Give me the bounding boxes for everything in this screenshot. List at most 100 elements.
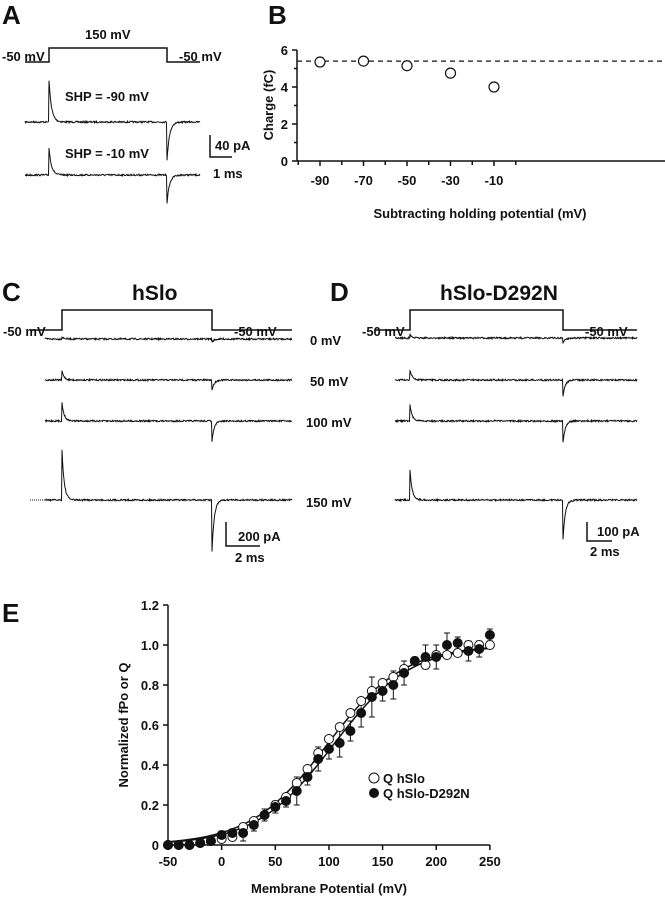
c-trace-2 [44,402,293,442]
c-trace-label-100: 100 mV [306,415,352,430]
e-x-tick-label: 50 [268,854,282,869]
c-trace-label-50: 50 mV [310,374,349,389]
e-point-d292n [195,838,206,848]
a-step: 150 mV [85,27,131,42]
c-scale-time: 2 ms [235,550,265,565]
e-x-tick-label: -50 [159,854,178,869]
a-scale-bar [209,135,232,158]
e-legend-marker-filled [369,788,379,798]
e-xlabel: Membrane Potential (mV) [251,881,407,896]
e-legend-marker-open [368,772,380,784]
e-legend-label-0: Q hSlo [383,771,425,786]
c-hold-left: -50 mV [3,324,46,339]
e-x-tick-label: 200 [425,854,447,869]
e-point-hslo [345,708,356,718]
c-trace-label-0: 0 mV [310,333,341,348]
c-trace-3 [44,449,293,552]
e-point-d292n [205,836,216,846]
e-point-d292n [302,772,313,782]
e-y-tick-label: 1.0 [141,638,159,653]
e-point-d292n [409,656,420,666]
e-point-d292n [227,828,238,838]
e-point-d292n [323,744,334,754]
a-hold-left: -50 mV [2,49,45,64]
e-x-tick-label: 250 [479,854,501,869]
d-title: hSlo-D292N [440,282,558,305]
e-point-d292n [216,830,227,840]
b-x-tick-label: -30 [441,173,460,188]
d-scale-current: 100 pA [597,524,640,539]
e-point-d292n [441,640,452,650]
d-scale-time: 2 ms [590,544,620,559]
b-data-point [444,67,457,79]
e-x-tick-label: 100 [318,854,340,869]
e-point-d292n [259,810,270,820]
a-trace-shp-90 [24,80,201,161]
e-point-hslo [452,648,463,658]
a-scale-time: 1 ms [213,166,243,181]
e-point-d292n [484,630,495,640]
b-y-tick-label: 6 [281,43,288,58]
e-point-d292n [184,840,195,850]
d-voltage-protocol [375,309,637,331]
e-y-tick-label: 0.4 [141,758,160,773]
e-y-tick-label: 0 [152,838,159,853]
c-scale-current: 200 pA [238,529,281,544]
e-y-tick-label: 1.2 [141,598,159,613]
d-trace-0 [394,333,638,344]
e-point-hslo [356,696,367,706]
c-trace-label-150: 150 mV [306,495,352,510]
e-x-tick-label: 150 [372,854,394,869]
e-point-d292n [238,828,249,838]
a-voltage-protocol [25,47,200,63]
a-hold-right: -50 mV [179,49,222,64]
b-x-tick-label: -50 [398,173,417,188]
e-point-d292n [463,646,474,656]
c-hold-right: -50 mV [234,324,277,339]
e-point-hslo [484,640,495,650]
panel-letter-b: B [268,0,287,30]
b-x-tick-label: -70 [354,173,373,188]
e-x-tick-label: 0 [218,854,225,869]
e-y-tick-label: 0.6 [141,718,159,733]
e-point-d292n [163,840,173,850]
e-point-d292n [474,644,485,654]
b-y-tick-label: 0 [281,154,288,169]
e-point-d292n [281,796,292,806]
d-hold-right: -50 mV [585,324,628,339]
b-xlabel: Subtracting holding potential (mV) [373,206,586,221]
a-trace-label-2: SHP = -10 mV [65,146,149,161]
c-voltage-protocol [30,309,292,331]
e-point-d292n [291,786,302,796]
panel-letter-c: C [2,277,21,307]
panel-letter-d: D [330,277,349,307]
d-trace-2 [394,404,638,443]
b-y-tick-label: 4 [281,80,289,95]
a-trace-label-1: SHP = -90 mV [65,89,149,104]
e-point-d292n [388,680,399,690]
e-point-d292n [431,652,442,662]
e-point-d292n [420,652,431,662]
b-x-tick-label: -90 [311,173,330,188]
e-point-d292n [366,692,377,702]
c-scale-bar [225,522,260,547]
e-point-d292n [377,686,388,696]
d-scale-bar [586,522,612,542]
e-y-tick-label: 0.2 [141,798,159,813]
e-point-d292n [345,726,356,736]
e-point-d292n [399,668,410,678]
e-point-d292n [356,708,367,718]
d-hold-left: -50 mV [362,324,405,339]
e-point-hslo [441,650,452,660]
e-point-d292n [173,840,184,850]
e-point-d292n [248,820,259,830]
b-data-point [314,56,326,68]
c-title: hSlo [132,282,178,305]
e-point-d292n [270,802,281,812]
b-data-point [488,81,500,93]
c-trace-0 [44,336,293,343]
d-trace-3 [394,469,638,540]
b-x-tick-label: -10 [485,173,504,188]
e-point-hslo [323,734,334,744]
